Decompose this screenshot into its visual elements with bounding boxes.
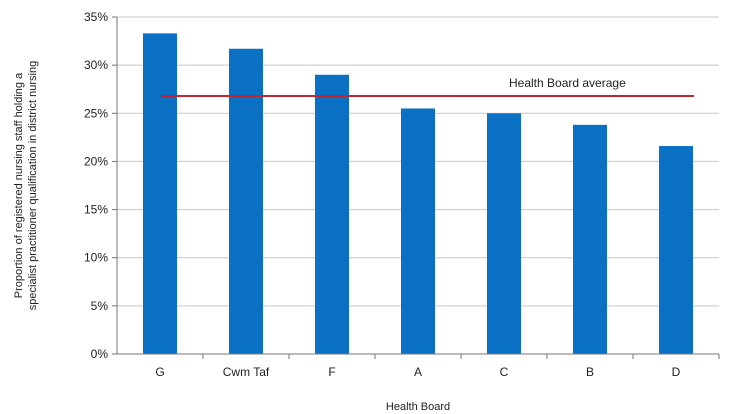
x-tick-label: B bbox=[586, 365, 594, 379]
x-tick-label: D bbox=[672, 365, 681, 379]
bar bbox=[659, 146, 693, 354]
y-tick-label: 5% bbox=[91, 299, 109, 313]
average-line-label: Health Board average bbox=[509, 76, 626, 90]
y-tick-label: 15% bbox=[84, 203, 108, 217]
x-tick-label: C bbox=[500, 365, 509, 379]
y-tick-label: 10% bbox=[84, 251, 108, 265]
y-axis-title: Proportion of registered nursing staff h… bbox=[13, 61, 39, 310]
bar bbox=[315, 74, 349, 355]
x-tick-label: Cwm Taf bbox=[223, 365, 270, 379]
y-axis-title-line-1: Proportion of registered nursing staff h… bbox=[13, 72, 25, 298]
y-tick-label: 35% bbox=[84, 10, 108, 24]
x-tick-label: A bbox=[414, 365, 422, 379]
bar bbox=[229, 48, 263, 354]
bar bbox=[143, 33, 177, 355]
bar bbox=[573, 124, 607, 354]
x-axis-title: Health Board bbox=[386, 401, 450, 413]
y-tick-labels: 0% 5% 10% 15% 20% 25% 30% 35% bbox=[84, 10, 117, 361]
bars bbox=[143, 33, 693, 355]
y-tick-label: 20% bbox=[84, 154, 108, 168]
x-tick-labels: G Cwm Taf F A C B D bbox=[155, 354, 720, 379]
x-tick-label: G bbox=[155, 365, 164, 379]
x-tick-label: F bbox=[328, 365, 335, 379]
y-tick-label: 25% bbox=[84, 106, 108, 120]
bar bbox=[401, 108, 435, 354]
y-tick-label: 30% bbox=[84, 58, 108, 72]
bar bbox=[487, 113, 521, 355]
y-tick-label: 0% bbox=[91, 347, 109, 361]
y-axis-title-line-2: specialist practitioner qualification in… bbox=[27, 61, 39, 310]
